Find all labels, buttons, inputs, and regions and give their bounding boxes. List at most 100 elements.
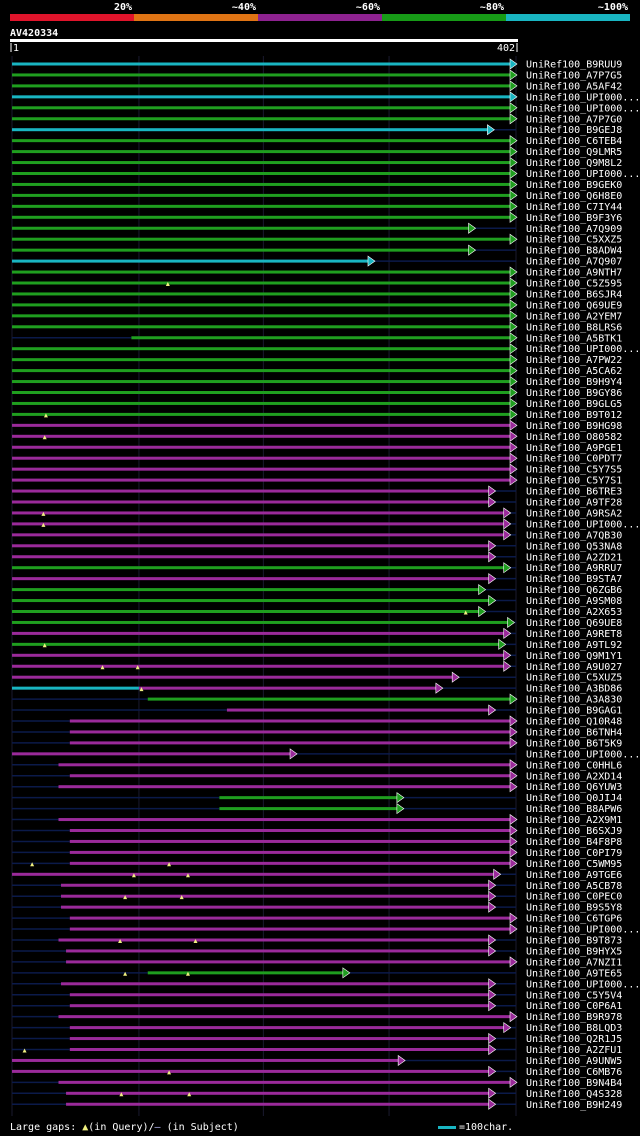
alignment-arrowhead [509, 1076, 518, 1088]
alignment-arrowhead [509, 759, 518, 771]
alignment-bar [12, 653, 504, 657]
hit-label: UniRef100_UPI000... [526, 344, 640, 355]
legend-segment [506, 14, 630, 21]
alignment-arrowhead [488, 573, 497, 585]
alignment-arrowhead [509, 288, 518, 300]
scale-key: =100char. [438, 1122, 513, 1133]
query-gap-marker [42, 643, 47, 648]
alignment-arrowhead [509, 430, 518, 442]
alignment-bar [12, 139, 510, 143]
hit-label: UniRef100_Q0JIJ4 [526, 793, 622, 804]
alignment-arrowhead [509, 463, 518, 475]
query-gap-marker [179, 895, 184, 900]
alignment-bar [147, 971, 343, 975]
hit-row: UniRef100_A7P7G5 [12, 69, 622, 81]
hit-row: UniRef100_B6SXJ9 [12, 824, 622, 837]
alignment-bar [12, 511, 504, 515]
alignment-bar [12, 95, 510, 99]
hit-label: UniRef100_A9UNW5 [526, 1056, 622, 1067]
hit-row: UniRef100_UPI000... [12, 511, 640, 530]
alignment-bar [226, 708, 489, 712]
gaps-query-label: (in Query)/ [88, 1122, 155, 1133]
hit-row: UniRef100_C5Z595 [12, 277, 622, 290]
hit-row: UniRef100_C5XXZ5 [12, 233, 622, 246]
alignment-arrowhead [509, 189, 518, 201]
alignment-bar [12, 314, 510, 318]
hit-row: UniRef100_Q6YUW3 [12, 781, 622, 793]
query-gap-marker [135, 665, 140, 670]
axis-bar [10, 39, 518, 42]
hit-label: UniRef100_A9NTH7 [526, 268, 622, 279]
hit-label: UniRef100_B6TNH4 [526, 727, 622, 738]
hit-row: UniRef100_B9N4B4 [12, 1070, 622, 1089]
hit-label: UniRef100_UPI000... [526, 169, 640, 180]
alignment-arrowhead [509, 693, 518, 705]
hit-label: UniRef100_UPI000... [526, 519, 640, 530]
hit-label: UniRef100_A7QB30 [526, 530, 622, 541]
hit-label: UniRef100_B8ADW4 [526, 246, 622, 257]
alignment-arrowhead [509, 91, 518, 103]
hit-label: UniRef100_A2X9M1 [526, 815, 622, 826]
hit-row: UniRef100_A9RRU7 [12, 562, 622, 574]
alignment-arrowhead [488, 704, 497, 716]
alignment-arrowhead [509, 1011, 518, 1023]
alignment-arrowhead [488, 989, 497, 1001]
legend-segment [258, 14, 382, 21]
alignment-bar [12, 423, 510, 427]
alignment-bar [69, 741, 510, 745]
alignment-arrowhead [488, 934, 497, 946]
alignment-bar [58, 785, 510, 789]
query-gap-marker-icon: ▲ [82, 1122, 89, 1133]
hit-row: UniRef100_UPI000... [12, 167, 640, 180]
hit-row: UniRef100_Q69UE9 [12, 299, 622, 311]
hit-label: UniRef100_B9RUU9 [526, 60, 622, 71]
hit-label: UniRef100_A9TE65 [526, 968, 622, 979]
alignment-arrowhead [509, 781, 518, 793]
query-gap-marker [118, 938, 123, 943]
alignment-bar [69, 927, 510, 931]
alignment-bar [12, 522, 504, 526]
query-gap-marker [193, 938, 198, 943]
alignment-bar [58, 818, 510, 822]
hit-row: UniRef100_Q2R1J5 [12, 1032, 622, 1045]
legend-segment [134, 14, 258, 21]
hit-row: UniRef100_UPI000... [12, 748, 640, 760]
alignment-bar [12, 467, 510, 471]
alignment-bar [12, 872, 494, 876]
hit-row: UniRef100_UPI000... [12, 102, 640, 114]
alignment-bar [61, 982, 489, 986]
hit-row: UniRef100_Q6H8E0 [12, 189, 622, 202]
query-gap-marker [187, 1092, 192, 1097]
hit-row: UniRef100_B6SJR4 [12, 281, 622, 300]
query-gap-marker [167, 862, 172, 867]
alignment-arrowhead [397, 1054, 406, 1067]
hit-row: UniRef100_A9TF28 [12, 496, 622, 509]
alignment-arrowhead [509, 737, 518, 749]
hit-row: UniRef100_Q0JIJ4 [12, 792, 622, 804]
alignment-bar [66, 1102, 489, 1106]
hit-row: UniRef100_A7P7G0 [12, 113, 622, 125]
alignment-bar [219, 807, 397, 811]
alignment-bar [66, 960, 510, 964]
alignment-bar [69, 1048, 489, 1051]
hit-label: UniRef100_B9F3Y6 [526, 213, 622, 224]
alignment-arrowhead [509, 835, 518, 848]
hit-label: UniRef100_C5Y7S5 [526, 465, 622, 476]
hit-label: UniRef100_Q6H8E0 [526, 191, 622, 202]
hit-label: UniRef100_A9RET8 [526, 629, 622, 640]
hit-row: UniRef100_C5Y7S5 [12, 463, 622, 476]
alignment-bar [69, 1037, 489, 1041]
hit-row: UniRef100_Q9M8L2 [12, 156, 622, 169]
hit-label: UniRef100_B9HYX5 [526, 946, 622, 957]
alignment-bar [69, 774, 510, 778]
alignment-arrowhead [509, 146, 518, 158]
hit-label: UniRef100_A9RRU7 [526, 563, 622, 574]
alignment-bar [69, 850, 510, 854]
alignment-bar [66, 1091, 489, 1095]
alignment-arrowhead [507, 616, 516, 629]
alignment-arrowhead [509, 956, 518, 968]
hit-label: UniRef100_Q9M1Y1 [526, 651, 622, 662]
hit-label: UniRef100_Q69UE9 [526, 300, 622, 311]
hit-label: UniRef100_A9RSA2 [526, 508, 622, 519]
alignment-arrowhead [509, 310, 518, 322]
